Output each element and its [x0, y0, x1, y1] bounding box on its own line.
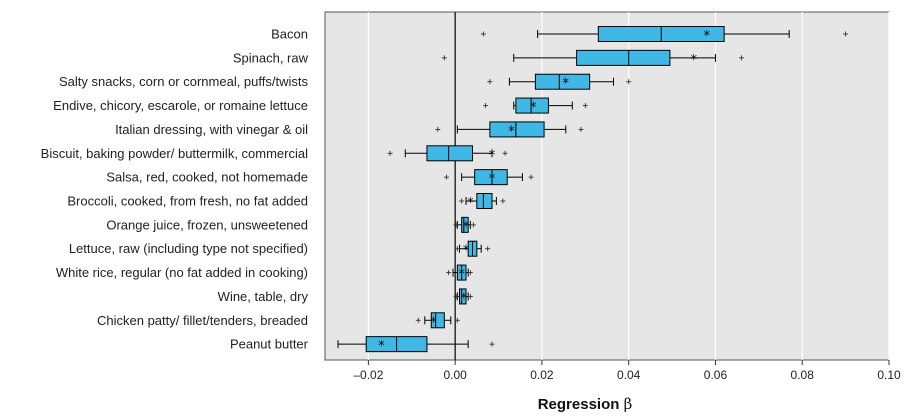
box-iqr [461, 216, 469, 233]
category-label: Wine, table, dry [218, 289, 309, 304]
x-axis-title-symbol: β [624, 395, 633, 413]
outlier-marker [485, 246, 491, 252]
box-group: * [415, 312, 460, 330]
outlier-marker [467, 293, 473, 299]
outlier-marker [453, 222, 459, 228]
outlier-marker [843, 31, 849, 37]
outlier-marker [578, 126, 584, 132]
outlier-marker [500, 198, 506, 204]
mean-marker: * [467, 196, 474, 211]
outlier-marker [502, 150, 508, 156]
mean-marker: * [563, 77, 570, 92]
x-tick-label: –0.02 [353, 368, 383, 382]
x-tick-label: 0.08 [791, 368, 815, 382]
category-label: Bacon [271, 27, 308, 42]
box-group: * [483, 97, 588, 116]
x-tick-label: 0.10 [877, 368, 901, 382]
mean-marker: * [458, 268, 465, 283]
mean-marker: * [704, 29, 711, 44]
mean-marker: * [691, 53, 698, 68]
outlier-marker [454, 317, 460, 323]
x-axis-ticks: –0.02 0.00 0.02 0.04 0.06 0.08 0.10 [353, 360, 901, 382]
category-label: Broccoli, cooked, from fresh, no fat add… [67, 194, 308, 209]
box-group: * [480, 26, 849, 44]
box-group: * [435, 121, 584, 139]
category-label: Italian dressing, with vinegar & oil [115, 122, 308, 137]
category-label: Biscuit, baking powder/ buttermilk, comm… [41, 146, 308, 161]
box-group: * [453, 216, 476, 235]
category-label: Endive, chicory, escarole, or romaine le… [53, 98, 308, 113]
outlier-marker [435, 126, 441, 132]
mean-marker: * [463, 244, 470, 259]
box-iqr [458, 288, 467, 305]
box-iqr [430, 312, 445, 329]
outlier-marker [487, 79, 493, 85]
mean-marker: * [489, 172, 496, 187]
outlier-marker [467, 270, 473, 276]
box-group: * [454, 240, 491, 259]
outlier-marker [483, 103, 489, 109]
outlier-marker [459, 198, 465, 204]
box-iqr [476, 193, 493, 209]
box-iqr [426, 145, 474, 162]
mean-marker: * [530, 101, 537, 116]
outlier-marker [454, 246, 460, 252]
grid-lines [367, 12, 890, 360]
box-group: * [446, 264, 473, 283]
box-group: * [387, 145, 508, 163]
category-label: Spinach, raw [233, 50, 309, 65]
mean-marker: * [430, 315, 437, 330]
category-label: Orange juice, frozen, unsweetened [106, 217, 308, 232]
box-iqr [576, 49, 671, 66]
outlier-marker [453, 293, 459, 299]
mean-marker: * [489, 148, 496, 163]
mean-marker: * [508, 124, 515, 139]
category-label: Lettuce, raw (including type not specifi… [69, 241, 308, 256]
outlier-marker [582, 103, 588, 109]
outlier-marker [415, 317, 421, 323]
outlier-marker [443, 174, 449, 180]
outlier-marker [626, 79, 632, 85]
boxes: * * * * * * * * * * * * * * [337, 26, 849, 354]
outlier-marker [446, 270, 452, 276]
box-group: * [443, 169, 534, 187]
x-tick-label: 0.02 [530, 368, 554, 382]
mean-marker: * [378, 339, 385, 354]
box-iqr [489, 121, 545, 138]
box-iqr [534, 73, 591, 90]
category-label: Salty snacks, corn or cornmeal, puffs/tw… [59, 74, 309, 89]
box-group: * [337, 336, 495, 354]
mean-marker: * [463, 220, 470, 235]
box-group: * [441, 49, 744, 68]
mean-marker: * [461, 291, 468, 306]
category-labels: Bacon Spinach, raw Salty snacks, corn or c… [41, 27, 309, 352]
x-tick-label: 0.00 [443, 368, 467, 382]
outlier-marker [480, 31, 486, 37]
outlier-marker [489, 341, 495, 347]
x-tick-label: 0.06 [704, 368, 728, 382]
box-group: * [453, 288, 473, 306]
outlier-marker [441, 55, 447, 61]
box-group: * [487, 73, 632, 92]
x-tick-label: 0.04 [617, 368, 641, 382]
outlier-marker [528, 174, 534, 180]
outlier-marker [387, 150, 393, 156]
box-group: * [459, 193, 506, 211]
x-axis-title-text: Regression [538, 396, 620, 413]
box-iqr [515, 97, 549, 114]
x-axis-title: Regression β [538, 395, 633, 413]
category-label: White rice, regular (no fat added in coo… [56, 265, 308, 280]
category-label: Salsa, red, cooked, not homemade [106, 170, 308, 185]
category-label: Peanut butter [230, 337, 309, 352]
outlier-marker [738, 55, 744, 61]
box-iqr [474, 169, 508, 186]
outlier-marker [470, 222, 476, 228]
plot-background [324, 11, 890, 361]
category-label: Chicken patty/ fillet/tenders, breaded [97, 313, 308, 328]
